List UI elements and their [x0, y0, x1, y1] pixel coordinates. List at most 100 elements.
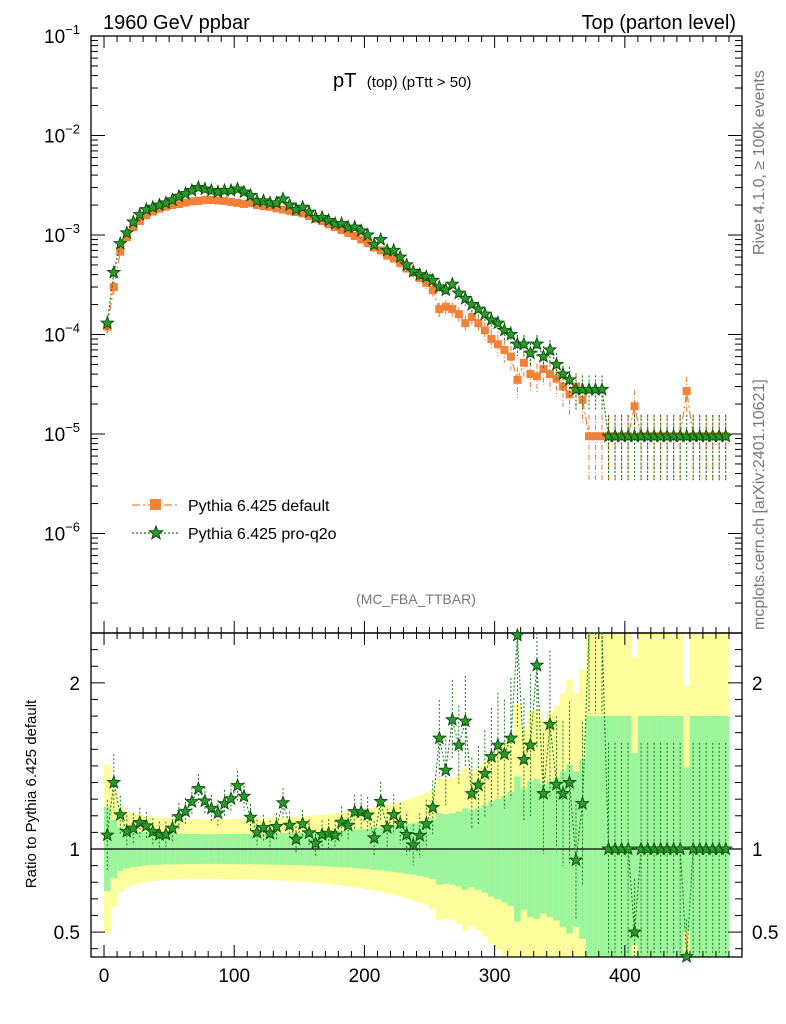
data-point-proq2o: [496, 322, 512, 337]
ratio-point-proq2o: [112, 807, 128, 822]
ratio-point-proq2o: [164, 820, 180, 835]
ratio-point-proq2o: [269, 818, 284, 833]
ratio-point-proq2o: [568, 852, 584, 867]
data-point-default: [487, 335, 496, 344]
y-tick-label: 10−5: [44, 420, 80, 446]
data-point-default: [454, 310, 463, 319]
data-point-default: [207, 195, 216, 204]
ratio-point-proq2o: [620, 841, 636, 856]
data-point-default: [213, 196, 222, 205]
ratio-point-proq2o: [627, 924, 643, 939]
data-point-proq2o: [451, 285, 467, 300]
ratio-tick-label-left: 1: [69, 840, 80, 861]
analysis-tag: (MC_FBA_TTBAR): [356, 591, 476, 607]
chart-title: pT (top) (pTtt > 50): [333, 70, 471, 92]
data-point-proq2o: [373, 231, 389, 246]
data-point-proq2o: [425, 272, 441, 287]
data-point-proq2o: [594, 381, 610, 396]
ratio-point-proq2o: [451, 737, 467, 752]
data-point-default: [526, 370, 535, 379]
data-point-default: [682, 387, 691, 396]
ratio-point-proq2o: [106, 774, 122, 789]
ratio-point-proq2o: [275, 795, 291, 810]
data-point-default: [428, 286, 437, 295]
ratio-point-proq2o: [99, 827, 115, 842]
data-point-default: [279, 205, 288, 214]
data-point-default: [435, 305, 444, 314]
data-point-default: [142, 211, 151, 220]
ratio-tick-label-left: 0.5: [54, 923, 80, 944]
data-point-proq2o: [314, 209, 330, 224]
data-point-default: [155, 204, 164, 213]
data-point-proq2o: [321, 212, 337, 227]
data-point-default: [591, 432, 600, 441]
data-point-default: [539, 365, 548, 374]
ratio-point-proq2o: [483, 748, 499, 764]
data-point-default: [259, 202, 268, 211]
data-point-default: [285, 206, 294, 215]
data-point-default: [148, 207, 157, 216]
data-point-default: [344, 228, 353, 237]
ratio-point-proq2o: [503, 730, 519, 745]
ratio-point-proq2o: [405, 837, 421, 852]
ratio-point-proq2o: [353, 804, 369, 819]
ratio-point-proq2o: [230, 777, 245, 793]
data-point-proq2o: [529, 336, 545, 351]
ratio-point-proq2o: [138, 818, 154, 833]
ratio-tick-label-right: 0.5: [752, 923, 778, 944]
ratio-point-proq2o: [243, 809, 258, 824]
data-point-proq2o: [112, 235, 128, 250]
ratio-tick-label-right: 2: [752, 674, 763, 695]
x-tick-label: 100: [218, 966, 250, 987]
ratio-point-proq2o: [177, 803, 193, 818]
data-point-default: [422, 278, 431, 287]
data-point-default: [396, 259, 405, 268]
data-point-default: [103, 322, 112, 331]
ratio-point-proq2o: [438, 762, 454, 777]
ratio-point-proq2o: [718, 841, 734, 856]
data-point-default: [565, 390, 574, 399]
data-point-default: [480, 326, 489, 335]
data-point-proq2o: [516, 336, 532, 351]
data-point-proq2o: [106, 264, 122, 279]
data-point-default: [116, 247, 125, 256]
ratio-point-proq2o: [334, 814, 350, 829]
data-point-default: [298, 209, 307, 218]
data-point-default: [598, 432, 607, 441]
ratio-point-proq2o: [132, 814, 148, 829]
rivet-label: Rivet 4.1.0, ≥ 100k events: [751, 70, 768, 255]
data-point-proq2o: [399, 257, 415, 272]
ratio-band-inner: [598, 715, 606, 957]
data-point-default: [187, 197, 196, 206]
header-right: Top (parton level): [581, 12, 736, 34]
ratio-point-proq2o: [210, 805, 226, 820]
data-point-default: [376, 246, 385, 255]
data-point-proq2o: [243, 187, 258, 202]
ratio-point-proq2o: [399, 826, 415, 841]
ratio-point-proq2o: [379, 819, 395, 834]
ratio-point-proq2o: [366, 830, 382, 845]
data-point-default: [363, 239, 372, 248]
ratio-tick-label-left: 2: [69, 674, 80, 695]
data-point-proq2o: [301, 204, 317, 219]
ratio-bands: [104, 633, 730, 957]
ratio-point-proq2o: [190, 780, 206, 795]
data-point-proq2o: [347, 219, 362, 234]
data-point-default: [630, 402, 639, 411]
data-point-default: [318, 217, 327, 226]
ratio-point-proq2o: [542, 716, 558, 731]
series-layer: [99, 179, 734, 964]
data-point-default: [500, 345, 509, 354]
data-point-proq2o: [125, 214, 141, 229]
data-point-default: [305, 212, 314, 221]
ratio-point-proq2o: [262, 825, 278, 840]
data-point-proq2o: [549, 356, 564, 371]
data-point-default: [357, 235, 366, 244]
data-point-proq2o: [490, 315, 506, 330]
ratio-point-proq2o: [464, 785, 480, 800]
ratio-point-proq2o: [431, 730, 447, 745]
data-point-proq2o: [477, 306, 493, 321]
data-point-proq2o: [334, 215, 350, 230]
data-point-default: [506, 352, 515, 361]
ratio-point-proq2o: [373, 793, 389, 808]
